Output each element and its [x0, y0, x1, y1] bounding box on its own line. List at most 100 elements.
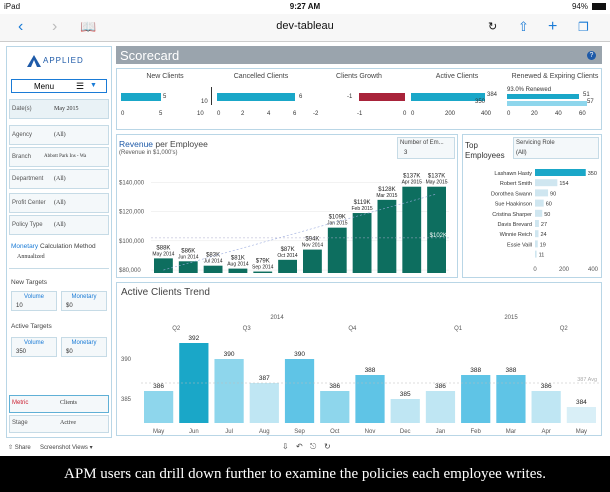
battery-icon	[592, 3, 606, 10]
quarter-label: Q3	[243, 326, 252, 332]
month-label: May	[153, 429, 164, 435]
revert-icon[interactable]: ⎋	[310, 442, 317, 451]
revenue-bar[interactable]	[253, 271, 273, 273]
share-icon[interactable]: ⇧	[518, 19, 529, 34]
agency-filter[interactable]: Agency (All)	[9, 125, 109, 145]
trend-bar[interactable]	[496, 375, 526, 423]
trend-bar[interactable]	[284, 359, 315, 423]
bar-value-label: 388	[365, 367, 376, 374]
trend-bar[interactable]	[355, 375, 385, 423]
kpi-title: Cancelled Clients	[233, 73, 289, 80]
revenue-subtitle: (Revenue in $1,000's)	[119, 150, 178, 156]
active-monetary-target[interactable]: Monetary $0	[61, 337, 107, 357]
address-bar[interactable]: dev-tableau	[276, 20, 334, 32]
bar-value-label: 385	[400, 391, 411, 398]
employee-bar[interactable]	[535, 169, 586, 176]
bar-value-label: $87K	[281, 247, 295, 253]
employee-name: Essie Vaill	[507, 242, 532, 248]
servicing-role-filter[interactable]: Servicing Role (All)	[513, 137, 599, 159]
revenue-panel: Revenue per Employee (Revenue in $1,000'…	[116, 134, 458, 278]
trend-bar[interactable]	[390, 399, 420, 423]
employee-bar[interactable]	[535, 179, 558, 187]
policy-type-filter[interactable]: Policy Type (All)	[9, 215, 109, 235]
new-monetary-target[interactable]: Monetary $0	[61, 291, 107, 311]
revenue-bar[interactable]	[402, 186, 422, 273]
back-icon[interactable]: ‹	[18, 18, 24, 35]
share-button[interactable]: ⇧ Share	[8, 445, 31, 451]
new-tab-icon[interactable]: +	[548, 18, 558, 35]
new-clients-bar[interactable]	[121, 93, 161, 101]
employee-bar[interactable]	[535, 230, 539, 238]
revenue-bar[interactable]	[203, 265, 223, 273]
revenue-bar[interactable]	[303, 249, 322, 273]
clients-growth-bar[interactable]	[359, 93, 405, 101]
revenue-bar[interactable]	[154, 258, 173, 273]
expiring-bar[interactable]	[507, 101, 587, 106]
revenue-bar[interactable]	[178, 261, 198, 273]
trend-line	[163, 193, 437, 271]
employee-bar[interactable]	[535, 199, 544, 207]
bar-date-label: Oct 2014	[277, 253, 298, 259]
kpi-target: 350	[475, 99, 486, 105]
undo-icon[interactable]: ↶	[296, 442, 303, 451]
new-volume-target[interactable]: Volume 10	[11, 291, 57, 311]
month-label: Nov	[365, 429, 376, 435]
menu-button[interactable]: Menu ☰ ▼	[11, 79, 107, 93]
employee-bar[interactable]	[535, 189, 549, 197]
department-filter[interactable]: Department (All)	[9, 169, 109, 189]
revenue-bar[interactable]	[228, 268, 248, 273]
bar-date-label: May 2014	[152, 251, 174, 257]
employee-bar[interactable]	[535, 250, 537, 258]
bar-value-label: 387	[259, 375, 270, 382]
profit-center-filter[interactable]: Profit Center (All)	[9, 193, 109, 213]
device-label: iPad	[4, 2, 21, 11]
refresh-icon[interactable]: ↻	[324, 442, 331, 451]
cancelled-clients-bar[interactable]	[217, 93, 295, 101]
sidebar: APPLIED Menu ☰ ▼ Date(s) May 2015 Agency…	[6, 46, 112, 438]
employee-bar[interactable]	[535, 209, 543, 217]
employee-bar[interactable]	[535, 240, 538, 248]
branch-filter[interactable]: Branch Abbott Park Ins - Wa	[9, 147, 109, 167]
kpi-value: 5	[163, 94, 167, 100]
year-label: 2015	[504, 315, 518, 321]
stage-filter[interactable]: Stage Active	[9, 415, 109, 433]
revenue-bar[interactable]	[427, 186, 446, 273]
trend-bar[interactable]	[320, 391, 350, 423]
screenshot-views-button[interactable]: Screenshot Views ▾	[40, 445, 93, 451]
active-volume-target[interactable]: Volume 350	[11, 337, 57, 357]
revenue-bar[interactable]	[377, 199, 397, 273]
quarter-label: Q2	[172, 326, 181, 332]
browser-toolbar: ‹ › 📖 dev-tableau ↻ ⇧ + ❐	[0, 14, 610, 42]
trend-bar[interactable]	[566, 407, 596, 423]
active-clients-bar[interactable]	[411, 93, 485, 101]
employee-value: 24	[540, 232, 546, 238]
revenue-bar[interactable]	[352, 213, 372, 273]
trend-bar[interactable]	[214, 359, 244, 423]
bookmarks-icon[interactable]: 📖	[80, 19, 97, 34]
trend-bar[interactable]	[461, 375, 491, 423]
help-icon[interactable]: ?	[587, 51, 596, 60]
bar-value-label: 390	[224, 351, 235, 358]
employee-bar[interactable]	[535, 220, 539, 227]
employee-name: Davis Brevard	[497, 222, 532, 228]
date-filter[interactable]: Date(s) May 2015	[9, 99, 109, 119]
tabs-icon[interactable]: ❐	[578, 20, 589, 34]
trend-bar[interactable]	[531, 391, 561, 423]
metric-filter[interactable]: Metric Clients	[9, 395, 109, 413]
revenue-bar[interactable]	[278, 259, 297, 273]
applied-logo: APPLIED	[27, 53, 97, 69]
trend-bar[interactable]	[249, 383, 279, 423]
download-icon[interactable]: ⇩	[282, 442, 289, 451]
trend-bar[interactable]	[144, 391, 174, 423]
calculation-method[interactable]: Monetary Calculation Method Annualized	[9, 241, 109, 269]
bar-value-label: 386	[153, 383, 164, 390]
battery-percent: 94%	[571, 2, 588, 11]
number-of-employees-filter[interactable]: Number of Em... 3	[397, 137, 455, 159]
clock: 9:27 AM	[289, 2, 321, 11]
trend-bar[interactable]	[425, 391, 456, 423]
reload-icon[interactable]: ↻	[488, 21, 498, 33]
revenue-bar[interactable]	[327, 227, 347, 273]
renewed-bar[interactable]	[507, 94, 579, 99]
forward-icon[interactable]: ›	[52, 18, 58, 35]
